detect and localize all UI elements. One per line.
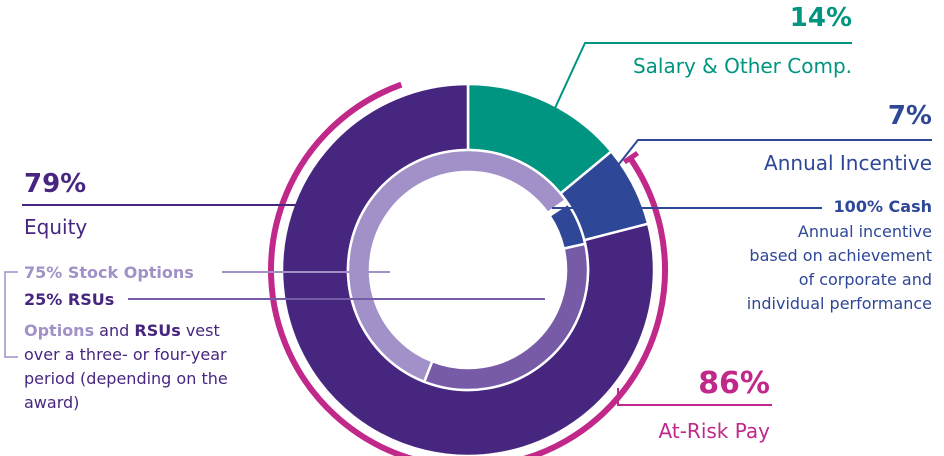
incentive-detail-title: 100% Cash [834,197,932,216]
incentive-detail-line: based on achievement [749,246,932,265]
vesting-and-word: and [94,321,134,340]
vesting-line: period (depending on the [24,369,228,388]
salary-label: Salary & Other Comp. [633,54,852,78]
salary-percent: 14% [790,3,852,33]
salary-leader-line [537,42,852,146]
at-risk-bracket-tick [622,150,639,165]
incentive-detail-line: individual performance [747,294,932,313]
vesting-tail: vest [181,321,220,340]
stock-options-label: 75% Stock Options [24,263,194,282]
equity-percent: 79% [24,169,86,199]
equity-label: Equity [24,215,87,239]
vesting-options-word: Options [24,321,94,340]
incentive-label: Annual Incentive [764,151,932,175]
incentive-leader-line [603,139,932,184]
at-risk-label: At-Risk Pay [659,419,771,443]
at-risk-bracket-arc [268,81,668,456]
vesting-line: over a three- or four-year [24,345,227,364]
at-risk-percent: 86% [698,366,770,401]
donut-rings [268,81,668,456]
incentive-percent: 7% [888,101,932,131]
equity-bracket-line [4,271,18,358]
vesting-line: award) [24,393,79,412]
at-risk-leader-line [617,388,772,406]
incentive-detail-line: Annual incentive [798,222,932,241]
rsus-label: 25% RSUs [24,290,114,309]
vesting-rsus-word: RSUs [134,321,180,340]
incentive-detail-line: of corporate and [799,270,932,289]
vesting-first-line: Options and RSUs vest [24,321,220,340]
